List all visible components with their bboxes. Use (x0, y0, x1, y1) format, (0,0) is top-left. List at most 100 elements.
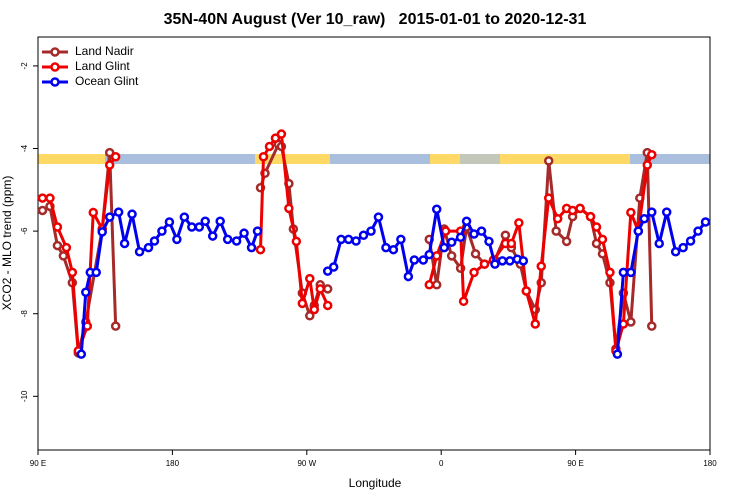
point (179, 212, 190, 222)
point (134, 247, 145, 257)
point (276, 129, 287, 139)
legend-label: Ocean Glint (75, 74, 139, 88)
point (222, 234, 233, 245)
point (91, 267, 101, 278)
point (403, 271, 414, 282)
point (440, 226, 451, 236)
point (336, 234, 346, 245)
point (255, 244, 266, 255)
point (506, 238, 517, 249)
point (431, 280, 442, 290)
legend-marker (50, 77, 60, 87)
ocean-band (460, 154, 500, 164)
y-tick-label: -6 (20, 227, 29, 235)
point (207, 231, 218, 241)
x-tick-label: 90 E (567, 459, 583, 468)
point (470, 249, 481, 259)
point (291, 236, 302, 247)
ocean-band (105, 154, 255, 164)
point (479, 259, 490, 269)
point (484, 236, 494, 247)
point (322, 266, 333, 276)
point (670, 247, 681, 257)
point (647, 207, 657, 217)
legend-marker (50, 47, 60, 57)
point (366, 226, 376, 236)
point (647, 321, 657, 331)
point (322, 284, 333, 294)
point (37, 205, 48, 216)
point (633, 226, 644, 236)
point (424, 280, 435, 290)
point (469, 229, 479, 239)
chart-title: 35N-40N August (Ver 10_raw) 2015-01-01 t… (164, 11, 587, 28)
point (521, 286, 532, 296)
legend-label: Land Nadir (75, 44, 134, 58)
point (187, 222, 197, 232)
legend-label: Land Glint (75, 59, 130, 73)
point (700, 217, 711, 227)
point (490, 259, 500, 269)
point (543, 156, 554, 166)
point (678, 242, 688, 253)
point (639, 213, 650, 224)
point (172, 234, 182, 245)
point (239, 228, 249, 238)
point (469, 267, 479, 278)
point (113, 207, 124, 217)
legend-marker (50, 62, 60, 72)
point (258, 152, 269, 162)
point (246, 242, 257, 253)
point (461, 216, 472, 226)
x-tick-label: 90 E (30, 459, 46, 468)
point (497, 256, 508, 266)
y-tick-label: -4 (20, 144, 29, 152)
point (561, 236, 572, 247)
land-band (255, 154, 330, 164)
point (215, 216, 225, 226)
x-tick-label: 180 (166, 459, 180, 468)
point (143, 242, 154, 253)
point (297, 298, 308, 309)
x-tick-label: 90 W (297, 459, 316, 468)
point (264, 141, 275, 152)
point (514, 218, 524, 228)
ocean-band (330, 154, 430, 164)
point (76, 349, 87, 359)
point (322, 300, 333, 311)
point (552, 213, 563, 224)
point (149, 236, 160, 246)
x-tick-label: 0 (439, 459, 444, 468)
point (551, 226, 561, 236)
point (58, 251, 69, 261)
point (61, 242, 72, 253)
point (654, 238, 664, 249)
point (88, 207, 99, 218)
point (52, 222, 63, 232)
land-band (430, 154, 630, 164)
point (67, 267, 78, 278)
point (518, 256, 529, 266)
point (270, 133, 281, 143)
point (252, 226, 263, 236)
plot-frame (37, 36, 711, 451)
x-axis-label: Longitude (349, 476, 402, 490)
x-tick-label: 180 (703, 459, 717, 468)
point (500, 230, 511, 240)
point (424, 249, 435, 260)
point (104, 160, 115, 170)
point (81, 287, 91, 297)
point (605, 267, 615, 278)
point (476, 226, 487, 236)
point (642, 160, 653, 170)
y-tick-label: -10 (20, 390, 29, 402)
point (418, 255, 429, 265)
point (104, 212, 115, 222)
point (97, 227, 107, 237)
y-axis-label: XCO2 - MLO trend (ppm) (0, 176, 14, 311)
land-band (38, 154, 105, 164)
point (446, 237, 457, 248)
point (396, 234, 406, 245)
point (505, 256, 515, 266)
